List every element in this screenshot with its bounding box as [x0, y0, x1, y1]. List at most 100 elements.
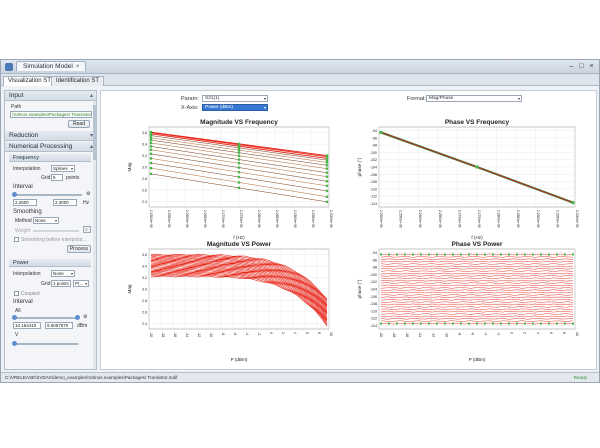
data-point-marker: [444, 253, 446, 256]
subsection-power[interactable]: Power: [9, 259, 91, 267]
data-point-marker: [436, 253, 438, 256]
gear-icon[interactable]: ⚙: [86, 191, 91, 197]
freq-grid-field[interactable]: 5: [51, 174, 63, 181]
slider-knob[interactable]: [12, 192, 17, 197]
series-group: [379, 130, 575, 205]
data-point-marker: [508, 322, 510, 325]
power-interpolation-label: Interpolation: [13, 271, 41, 277]
subsection-frequency[interactable]: Frequency: [9, 154, 91, 162]
data-point-marker: [237, 154, 241, 158]
power-grid-axis-select[interactable]: P(... ▾: [73, 280, 89, 287]
data-point-marker: [540, 322, 542, 325]
power-interpolation-value: None: [53, 271, 64, 276]
data-point-marker: [500, 253, 502, 256]
data-point-marker: [237, 166, 241, 169]
series-line: [380, 310, 574, 313]
power-grid-field[interactable]: 1 points: [51, 280, 71, 287]
close-icon[interactable]: ×: [75, 64, 80, 70]
section-numerical[interactable]: Numerical Processing ▴: [5, 142, 96, 152]
smoothing-label: Smoothing: [13, 209, 42, 215]
series-line: [380, 270, 574, 272]
chart-4: [378, 248, 576, 330]
freq-interval-slider[interactable]: [12, 192, 82, 197]
freq-interpolation-select[interactable]: Splines ▾: [51, 165, 75, 172]
freq-interpolation-value: Splines: [53, 166, 68, 171]
tab-visualization[interactable]: Visualization ST: [3, 76, 56, 86]
series-line: [380, 289, 573, 291]
power-interval-max[interactable]: 9.6057970: [45, 322, 73, 329]
power-interval-slider[interactable]: [12, 315, 80, 320]
power-grid-unit: points: [56, 281, 69, 286]
series-line: [380, 313, 574, 315]
path-field[interactable]: \Vdmos examples\Packages\ Transistor: [10, 111, 92, 118]
series-line: [150, 271, 328, 321]
section-reduction[interactable]: Reduction ▾: [5, 131, 96, 141]
chevron-up-icon: ▴: [89, 144, 93, 150]
maximize-icon[interactable]: □: [579, 63, 584, 70]
data-point-marker: [325, 195, 329, 198]
x-tick-label: 2.2750e+09: [477, 210, 481, 228]
weight-slider[interactable]: [33, 230, 79, 232]
series-line: [150, 256, 328, 304]
power-v-slider[interactable]: [12, 341, 78, 346]
gear-icon[interactable]: ⚙: [83, 314, 88, 320]
tab-identification[interactable]: Identification ST: [51, 76, 105, 86]
y-tick-label: -110: [370, 309, 377, 313]
data-point-marker: [325, 158, 329, 162]
data-point-marker: [484, 253, 486, 256]
minimize-icon[interactable]: –: [569, 63, 574, 70]
scrollbar-thumb[interactable]: [93, 105, 96, 160]
close-window-icon[interactable]: ×: [589, 63, 594, 70]
data-point-marker: [548, 322, 550, 325]
series-line: [380, 267, 574, 270]
power-interpolation-select[interactable]: None ▾: [51, 270, 75, 277]
y-tick-label: -106: [370, 295, 377, 299]
method-select[interactable]: None ▾: [33, 217, 59, 224]
data-point-marker: [388, 253, 390, 256]
x-tick-label: 2.2600e+09: [418, 210, 422, 228]
xaxis-select[interactable]: Power (dBm) ▾: [202, 104, 268, 111]
y-tick-label: -108: [370, 302, 377, 306]
x-tick-label: 0: [269, 332, 273, 334]
slider-knob[interactable]: [12, 341, 17, 346]
freq-grid-unit: points: [66, 175, 80, 181]
smoothing-before-checkbox[interactable]: [14, 237, 19, 242]
slider-knob[interactable]: [12, 315, 17, 320]
y-tick-label: -102: [370, 158, 377, 162]
series-line: [150, 264, 328, 313]
power-interval-min[interactable]: 10.164410: [13, 322, 41, 329]
power-grid-axis-value: P(...: [75, 281, 84, 286]
freq-interval-min[interactable]: 2.2500: [13, 199, 37, 206]
method-label: Method: [15, 218, 32, 224]
x-tick-label: 8: [562, 332, 566, 334]
app-icon: [5, 63, 13, 71]
format-select[interactable]: Mag/Phase ▾: [426, 95, 522, 102]
x-tick-label: 4: [293, 332, 297, 334]
x-tick-label: 10: [329, 332, 333, 336]
slider-knob[interactable]: [75, 315, 80, 320]
read-button[interactable]: Read: [68, 120, 90, 128]
charts-canvas: Magnitude VS Frequency 2.4 2.6 2.8 3.0 3.2 3.4…: [127, 119, 579, 362]
x-tick-label: -14: [185, 332, 189, 337]
x-tick-label: 2: [523, 332, 527, 334]
weight-field[interactable]: 0: [83, 226, 91, 233]
data-point-marker: [412, 322, 414, 325]
x-tick-label: -2: [497, 332, 501, 335]
chevron-down-icon: ▾: [54, 218, 57, 223]
chart-title: Magnitude VS Power: [207, 241, 272, 248]
freq-interval-max[interactable]: 2.3000: [53, 199, 77, 206]
series-group: [149, 130, 329, 204]
data-point-marker: [460, 322, 462, 325]
left-scrollbar[interactable]: [93, 101, 96, 369]
data-point-marker: [149, 172, 153, 176]
x-tick-label: 2.2950e+09: [555, 210, 559, 228]
title-bar: Simulation Model × – □ ×: [1, 60, 599, 74]
document-tab[interactable]: Simulation Model ×: [16, 61, 87, 71]
x-tick-label: -20: [379, 332, 383, 337]
data-point-marker: [237, 162, 241, 165]
x-axis-label: f (Hz): [233, 235, 245, 240]
section-input[interactable]: Input ▴: [5, 91, 96, 101]
process-button[interactable]: Process: [67, 245, 91, 253]
param-select[interactable]: S21(1) ▾: [202, 95, 268, 102]
coupled-checkbox[interactable]: [14, 291, 19, 296]
